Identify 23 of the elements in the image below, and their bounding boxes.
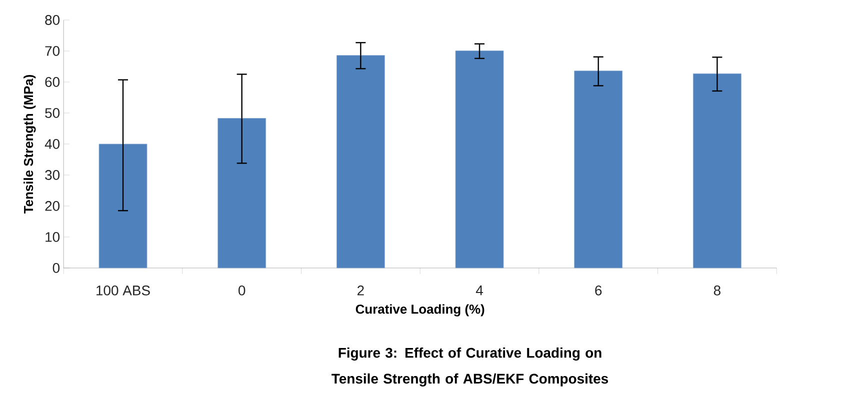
y-tick-label: 70 bbox=[45, 46, 60, 56]
bar bbox=[218, 118, 266, 268]
y-tick-label: 50 bbox=[45, 108, 60, 118]
y-tick-label: 60 bbox=[45, 77, 60, 87]
y-tick-label: 10 bbox=[46, 232, 60, 242]
y-tick-label: 30 bbox=[45, 170, 60, 180]
bar bbox=[336, 55, 385, 268]
y-axis-title: Tensile Strength (MPa) bbox=[24, 74, 36, 214]
y-tick-label: 40 bbox=[44, 139, 60, 149]
x-tick-label: 6 bbox=[595, 286, 602, 296]
bar bbox=[455, 50, 504, 268]
y-tick-label: 20 bbox=[45, 201, 60, 211]
x-tick-label: 8 bbox=[714, 286, 720, 296]
bar bbox=[692, 73, 742, 268]
x-tick-label: 100 ABS bbox=[96, 286, 150, 296]
y-tick-label: 80 bbox=[45, 15, 60, 25]
x-tick-label: 4 bbox=[476, 286, 483, 296]
x-tick-label: 2 bbox=[358, 286, 364, 296]
x-axis-title: Curative Loading (%) bbox=[356, 304, 484, 316]
text: Figure 3: Effect of Curative Loading on Tensile Strength of ABS/EKF Composites bbox=[332, 348, 608, 386]
y-tick-label: 0 bbox=[52, 263, 60, 273]
x-tick-label: 0 bbox=[238, 286, 246, 296]
bar bbox=[574, 70, 623, 268]
